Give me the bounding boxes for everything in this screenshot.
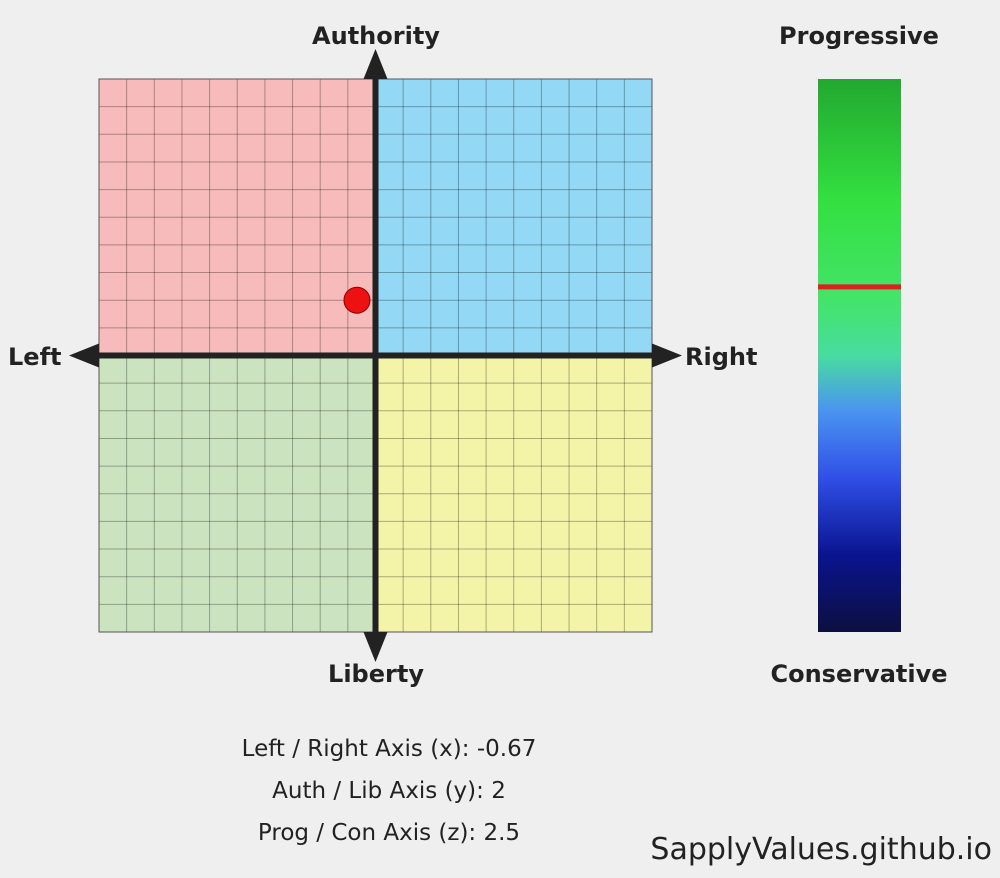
z-score-readout: Prog / Con Axis (z): 2.5	[258, 820, 520, 846]
y-axis-top-label: Authority	[312, 22, 440, 50]
arrow-down-icon	[363, 632, 388, 662]
arrow-right-icon	[652, 343, 682, 368]
z-gradient-bar	[818, 79, 901, 632]
x-axis-left-label: Left	[8, 343, 61, 371]
quadrant-lib-left	[99, 355, 376, 632]
arrow-up-icon	[363, 49, 388, 79]
y-axis-bottom-label: Liberty	[328, 660, 424, 688]
x-axis-right-label: Right	[685, 343, 757, 371]
x-score-readout: Left / Right Axis (x): -0.67	[242, 736, 537, 762]
z-axis-bottom-label: Conservative	[770, 660, 947, 688]
y-score-readout: Auth / Lib Axis (y): 2	[272, 778, 506, 804]
quadrant-lib-right	[375, 355, 652, 632]
z-value-marker	[818, 284, 901, 290]
z-axis-bar: Progressive Conservative	[770, 22, 947, 688]
site-watermark: SapplyValues.github.io	[650, 832, 992, 867]
z-axis-top-label: Progressive	[779, 22, 939, 50]
compass-chart: Authority Liberty Left Right	[8, 22, 757, 688]
quadrant-auth-right	[375, 79, 652, 356]
arrow-left-icon	[69, 343, 99, 368]
score-readouts: Left / Right Axis (x): -0.67 Auth / Lib …	[242, 736, 537, 846]
points-layer	[343, 286, 371, 314]
quadrant-auth-left	[99, 79, 376, 356]
result-point	[343, 286, 371, 314]
